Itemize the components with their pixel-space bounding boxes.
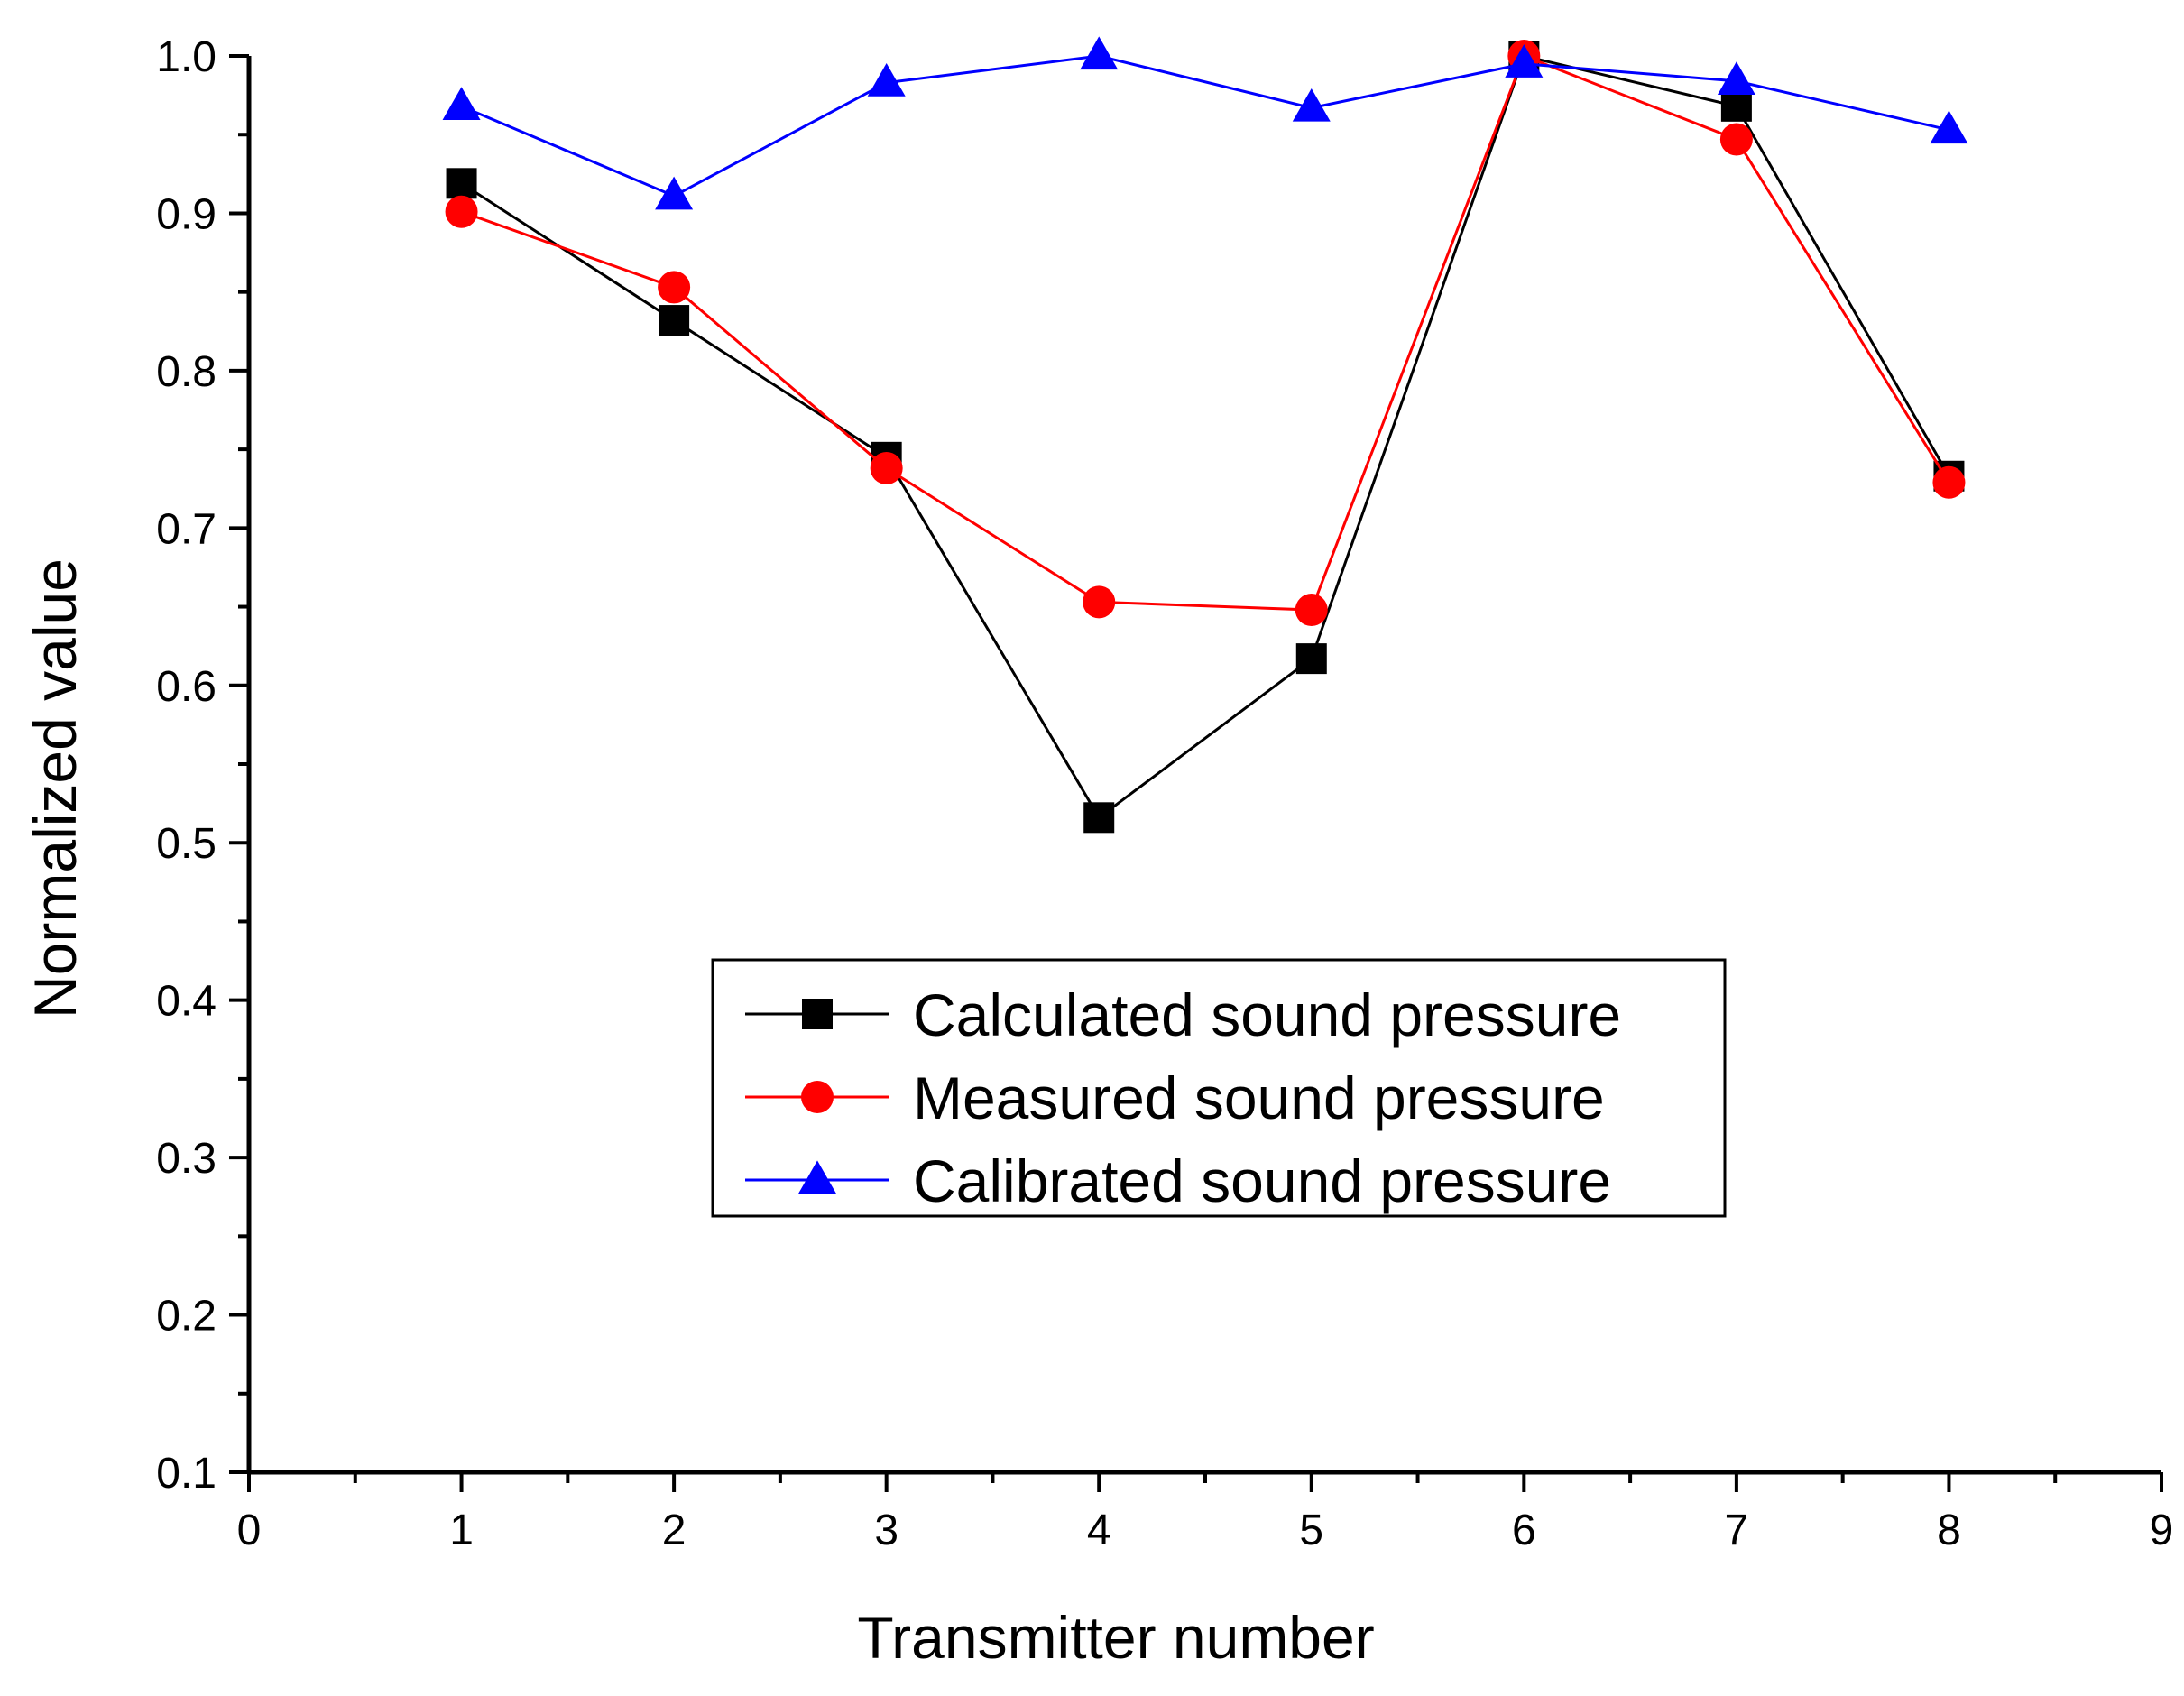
legend: Calculated sound pressure Measured sound … xyxy=(713,960,1725,1216)
y-tick-label: 0.2 xyxy=(156,1293,217,1341)
legend-entry-label: Measured sound pressure xyxy=(913,1065,1605,1131)
data-point xyxy=(1720,123,1753,155)
data-point xyxy=(447,168,477,198)
data-point xyxy=(1295,594,1328,626)
x-tick-label: 6 xyxy=(1512,1507,1536,1554)
x-tick-label: 7 xyxy=(1725,1507,1749,1554)
data-point xyxy=(655,177,693,210)
y-tick-label: 0.4 xyxy=(156,978,217,1026)
x-tick-label: 5 xyxy=(1299,1507,1323,1554)
legend-entry-label: Calibrated sound pressure xyxy=(913,1148,1611,1214)
y-tick-label: 0.8 xyxy=(156,348,217,396)
series-triangle xyxy=(443,36,1968,209)
data-point xyxy=(1080,36,1118,69)
y-tick-label: 1.0 xyxy=(156,33,217,81)
y-axis-title: Normalized value xyxy=(22,558,88,1019)
chart-container: 0.1 0.2 0.3 0.4 0.5 0.6 0.7 0.8 0.9 1.0 0 1 2 3 4 5 6 7 8 9… xyxy=(0,0,2184,1696)
x-axis-title: Transmitter number xyxy=(857,1604,1374,1671)
x-tick-label: 1 xyxy=(449,1507,474,1554)
line-chart: 0.1 0.2 0.3 0.4 0.5 0.6 0.7 0.8 0.9 1.0 0 1 2 3 4 5 6 7 8 9… xyxy=(0,0,2184,1696)
data-point xyxy=(659,305,689,336)
ticks: 0.1 0.2 0.3 0.4 0.5 0.6 0.7 0.8 0.9 1.0 0 1 2 3 4 5 6 7 8 9 xyxy=(156,33,2173,1554)
data-point xyxy=(1083,585,1115,618)
series-line xyxy=(462,56,1949,817)
data-point xyxy=(1296,643,1327,674)
y-tick-label: 0.1 xyxy=(156,1450,217,1498)
data-point xyxy=(1718,61,1755,95)
data-point xyxy=(658,271,690,303)
legend-entry-label: Calculated sound pressure xyxy=(913,982,1621,1048)
x-tick-label: 9 xyxy=(2150,1507,2174,1554)
x-tick-label: 0 xyxy=(237,1507,262,1554)
y-tick-label: 0.9 xyxy=(156,190,217,238)
y-tick-label: 0.5 xyxy=(156,820,217,868)
y-tick-label: 0.3 xyxy=(156,1135,217,1183)
series xyxy=(443,36,1968,833)
series-square xyxy=(447,41,1965,833)
x-tick-label: 2 xyxy=(662,1507,687,1554)
legend-marker xyxy=(801,1081,834,1113)
data-point xyxy=(1932,466,1965,499)
x-tick-label: 8 xyxy=(1937,1507,1961,1554)
data-point xyxy=(446,196,478,228)
y-tick-label: 0.7 xyxy=(156,505,217,553)
x-tick-label: 4 xyxy=(1087,1507,1111,1554)
data-point xyxy=(1721,91,1752,122)
axes xyxy=(247,56,2161,1472)
data-point xyxy=(871,452,903,484)
x-tick-label: 3 xyxy=(874,1507,898,1554)
y-tick-label: 0.6 xyxy=(156,663,217,711)
data-point xyxy=(443,87,481,120)
legend-marker xyxy=(802,999,833,1029)
data-point xyxy=(1083,802,1114,833)
series-line xyxy=(462,56,1949,196)
